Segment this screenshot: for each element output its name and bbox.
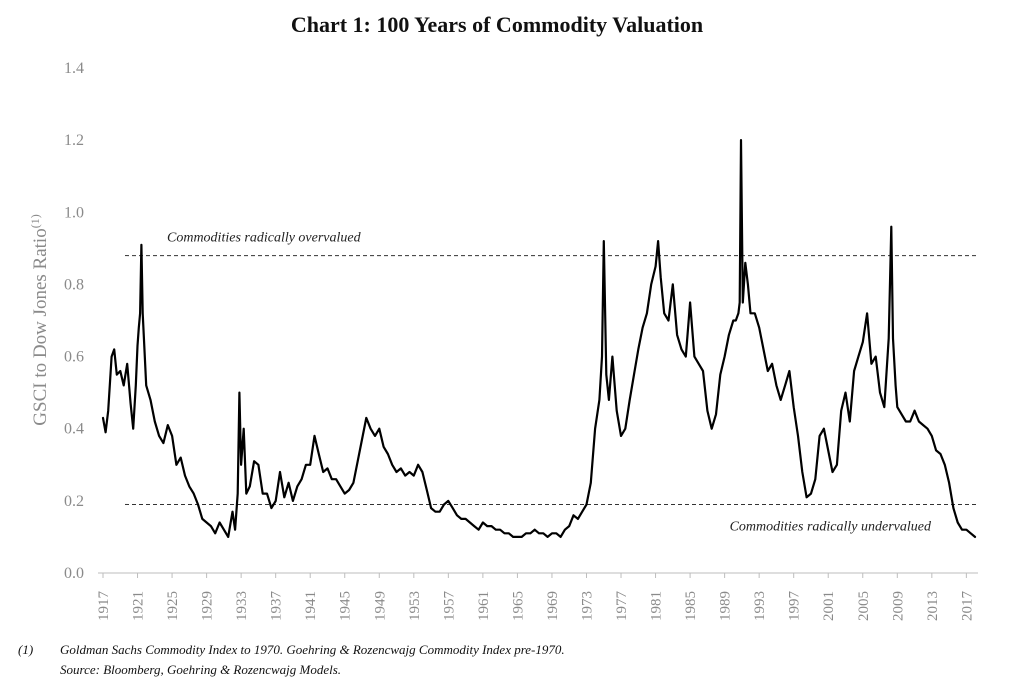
x-tick-label: 1917 <box>96 591 112 622</box>
footnote-marker: (1) <box>18 642 33 657</box>
x-tick-label: 1937 <box>269 591 285 622</box>
x-tick-label: 2017 <box>959 591 975 622</box>
x-tick-label: 1941 <box>303 591 319 621</box>
footnote-line-2: Source: Bloomberg, Goehring & Rozencwajg… <box>60 662 341 677</box>
y-tick-label: 1.0 <box>64 204 84 221</box>
x-tick-label: 1929 <box>200 591 216 621</box>
x-tick-label: 1921 <box>131 591 147 621</box>
x-tick-label: 1933 <box>234 591 250 621</box>
reference-lines: Commodities radically overvalued Commodit… <box>125 231 978 534</box>
x-tick-label: 1977 <box>614 591 630 622</box>
x-tick-label: 1989 <box>718 591 734 621</box>
x-tick-label: 1981 <box>649 591 665 621</box>
y-tick-label: 1.2 <box>64 132 84 149</box>
series-layer <box>101 139 977 539</box>
y-tick-label: 0.8 <box>64 276 84 293</box>
x-tick-label: 2005 <box>856 591 872 621</box>
x-tick-label: 2013 <box>925 591 941 621</box>
x-tick-label: 1993 <box>752 591 768 621</box>
x-tick-label: 1961 <box>476 591 492 621</box>
x-tick-label: 2001 <box>821 591 837 621</box>
reference-line-annotation: Commodities radically undervalued <box>730 519 932 534</box>
y-tick-label: 0.2 <box>64 493 84 510</box>
x-tick-label: 1925 <box>165 591 181 621</box>
reference-line-annotation: Commodities radically overvalued <box>167 231 362 246</box>
y-axis-label-text: GSCI to Dow Jones Ratio <box>30 228 51 425</box>
y-axis-ticks: 0.0 0.2 0.4 0.6 0.8 1.0 1.2 1.4 <box>64 60 84 582</box>
x-tick-label: 1957 <box>441 591 457 622</box>
x-tick-label: 1969 <box>545 591 561 621</box>
x-axis-ticks: 1917 1921 1925 1929 1933 1937 1941 1945 1949 1953… <box>96 573 975 621</box>
x-tick-label: 1973 <box>579 591 595 621</box>
x-tick-label: 1965 <box>510 591 526 621</box>
y-tick-label: 0.0 <box>64 565 84 582</box>
chart-title: Chart 1: 100 Years of Commodity Valuatio… <box>291 12 703 37</box>
series-line-gsci-dow-ratio <box>101 139 977 539</box>
x-tick-label: 1949 <box>372 591 388 621</box>
y-tick-label: 1.4 <box>64 60 84 77</box>
y-axis-label-superscript: (1) <box>28 214 42 228</box>
y-axis-label: GSCI to Dow Jones Ratio(1) <box>28 214 51 425</box>
x-tick-label: 1985 <box>683 591 699 621</box>
x-tick-label: 2009 <box>890 591 906 621</box>
x-tick-label: 1953 <box>407 591 423 621</box>
x-tick-label: 1997 <box>787 591 803 622</box>
y-tick-label: 0.6 <box>64 349 84 366</box>
y-tick-label: 0.4 <box>64 421 84 438</box>
footnote-line-1: Goldman Sachs Commodity Index to 1970. G… <box>60 642 565 657</box>
x-tick-label: 1945 <box>338 591 354 621</box>
